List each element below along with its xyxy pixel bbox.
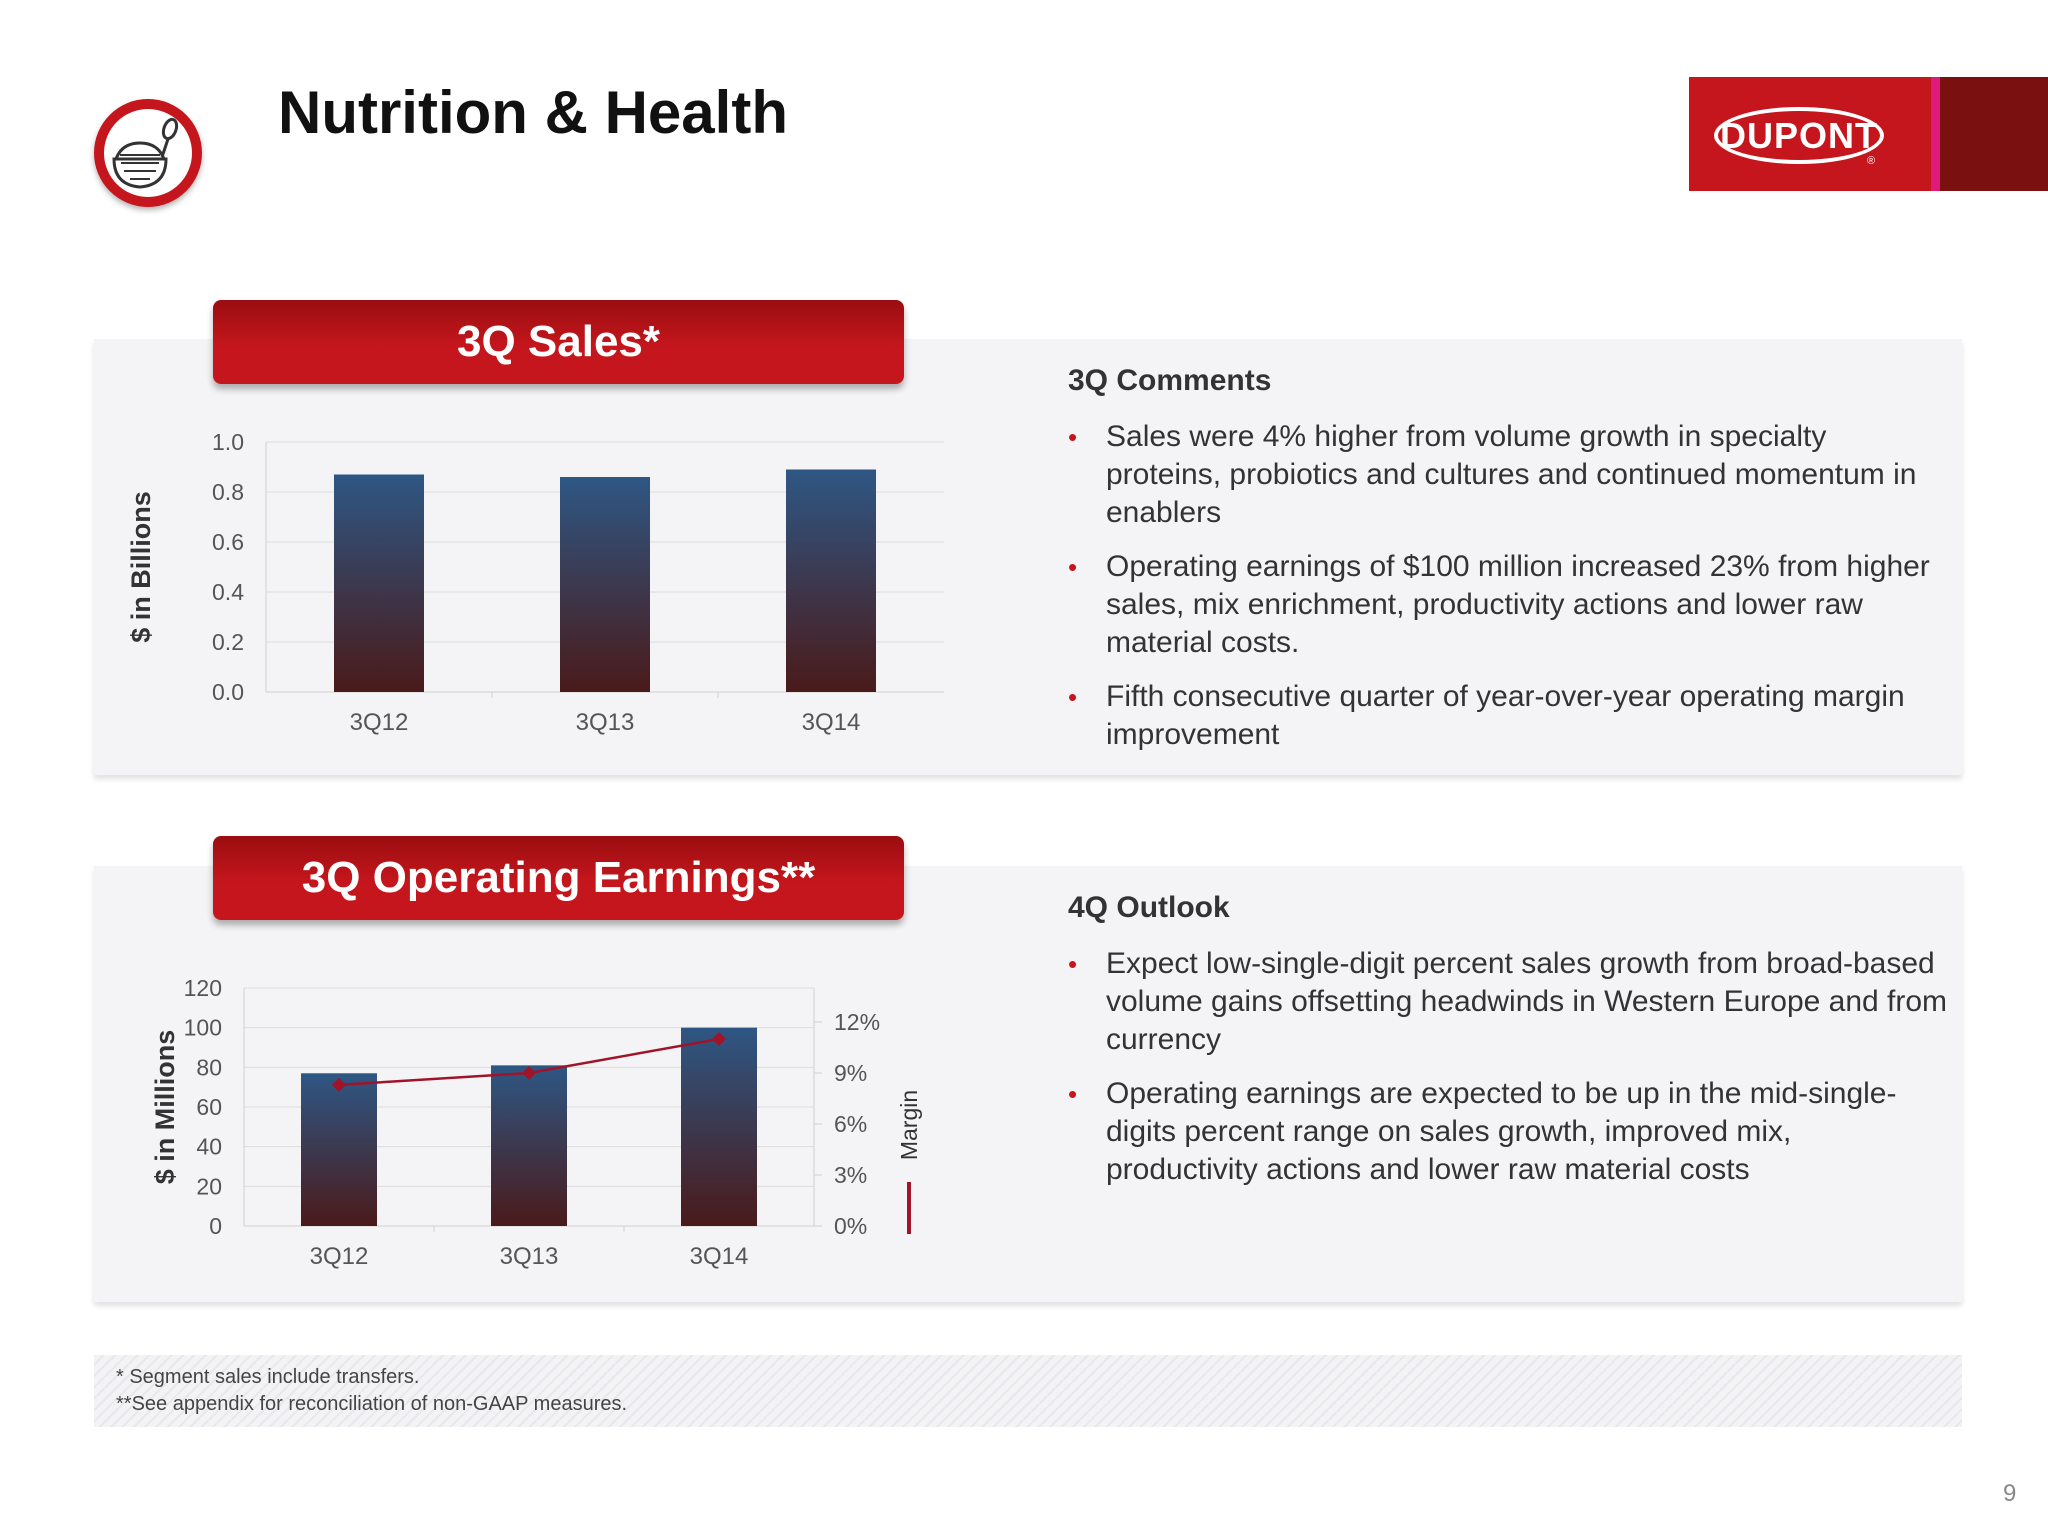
y2-tick-label: 12% xyxy=(834,1009,880,1035)
outlook-list: • Expect low-single-digit percent sales g… xyxy=(1068,945,1948,1205)
y-tick-label: 80 xyxy=(196,1054,222,1080)
bullet-dot-icon: • xyxy=(1068,552,1078,582)
y-tick-label: 20 xyxy=(196,1173,222,1199)
y-tick-label: 60 xyxy=(196,1094,222,1120)
y-tick-label: 0.8 xyxy=(212,479,244,505)
page-number: 9 xyxy=(2003,1480,2017,1507)
comments-heading: 3Q Comments xyxy=(1068,364,1272,397)
logo-pink-stripe xyxy=(1931,77,1940,191)
dupont-logo: DUPONT xyxy=(1714,107,1884,164)
y-tick-label: 0.0 xyxy=(212,679,244,705)
bullet-dot-icon: • xyxy=(1068,949,1078,979)
y-tick-label: 120 xyxy=(184,975,222,1001)
x-tick-label: 3Q13 xyxy=(500,1243,559,1270)
y2-tick-label: 3% xyxy=(834,1162,867,1188)
list-item: • Operating earnings of $100 million incr… xyxy=(1068,550,1930,659)
y-tick-label: 100 xyxy=(184,1015,222,1041)
y-tick-label: 0.2 xyxy=(212,629,244,655)
earnings-panel xyxy=(94,866,1962,1302)
bar xyxy=(301,1073,377,1226)
y-axis-title: $ in Billions xyxy=(126,491,156,643)
sales-banner: 3Q Sales* xyxy=(213,300,904,384)
x-tick-label: 3Q14 xyxy=(802,709,861,736)
outlook-heading: 4Q Outlook xyxy=(1068,891,1230,924)
y-tick-label: 1.0 xyxy=(212,429,244,455)
margin-point xyxy=(712,1032,726,1046)
y-tick-label: 0 xyxy=(209,1213,222,1239)
registered-mark: ® xyxy=(1867,155,1876,167)
bar xyxy=(334,474,424,692)
footnote-2: **See appendix for reconciliation of non… xyxy=(116,1393,628,1415)
logo-dark-band xyxy=(1932,77,2048,191)
x-tick-label: 3Q12 xyxy=(350,709,409,736)
bullet-dot-icon: • xyxy=(1068,1079,1078,1109)
margin-point xyxy=(522,1066,536,1080)
y2-tick-label: 9% xyxy=(834,1060,867,1086)
page-title: Nutrition & Health xyxy=(278,79,788,146)
legend-label-margin: Margin xyxy=(896,1090,922,1160)
bar xyxy=(786,469,876,692)
sales-banner-label: 3Q Sales* xyxy=(456,317,661,366)
x-tick-label: 3Q13 xyxy=(576,709,635,736)
list-item: • Fifth consecutive quarter of year-over-… xyxy=(1068,680,1905,751)
list-item: • Expect low-single-digit percent sales g… xyxy=(1068,947,1948,1056)
earnings-chart: 0 20 40 60 80 100 120 3Q12 3Q13 3Q14 $ in Millions… xyxy=(150,975,922,1270)
bar xyxy=(491,1065,567,1226)
sales-chart: 0.0 0.2 0.4 0.6 0.8 1.0 3Q12 3Q13 3Q14 $ in Billi… xyxy=(126,429,944,736)
segment-icon xyxy=(88,95,210,217)
earnings-banner-label: 3Q Operating Earnings** xyxy=(301,853,816,902)
y2-tick-label: 0% xyxy=(834,1213,867,1239)
x-tick-label: 3Q14 xyxy=(690,1243,749,1270)
bar xyxy=(560,477,650,692)
footnote-box xyxy=(94,1355,1962,1427)
list-item: • Operating earnings are expected to be u… xyxy=(1068,1077,1897,1186)
bullet-dot-icon: • xyxy=(1068,682,1078,712)
bar xyxy=(681,1027,757,1226)
comments-list: • Sales were 4% higher from volume growth… xyxy=(1068,418,1948,770)
margin-point xyxy=(332,1077,346,1092)
earnings-banner: 3Q Operating Earnings** xyxy=(213,836,904,920)
y2-tick-label: 6% xyxy=(834,1111,867,1137)
y-tick-label: 0.4 xyxy=(212,579,244,605)
y-tick-label: 0.6 xyxy=(212,529,244,555)
bullet-dot-icon: • xyxy=(1068,422,1078,452)
footnote-1: * Segment sales include transfers. xyxy=(116,1366,420,1388)
y-axis-title: $ in Millions xyxy=(150,1030,180,1185)
x-tick-label: 3Q12 xyxy=(310,1243,369,1270)
list-item: • Sales were 4% higher from volume growth… xyxy=(1068,420,1917,529)
y-tick-label: 40 xyxy=(196,1134,222,1160)
